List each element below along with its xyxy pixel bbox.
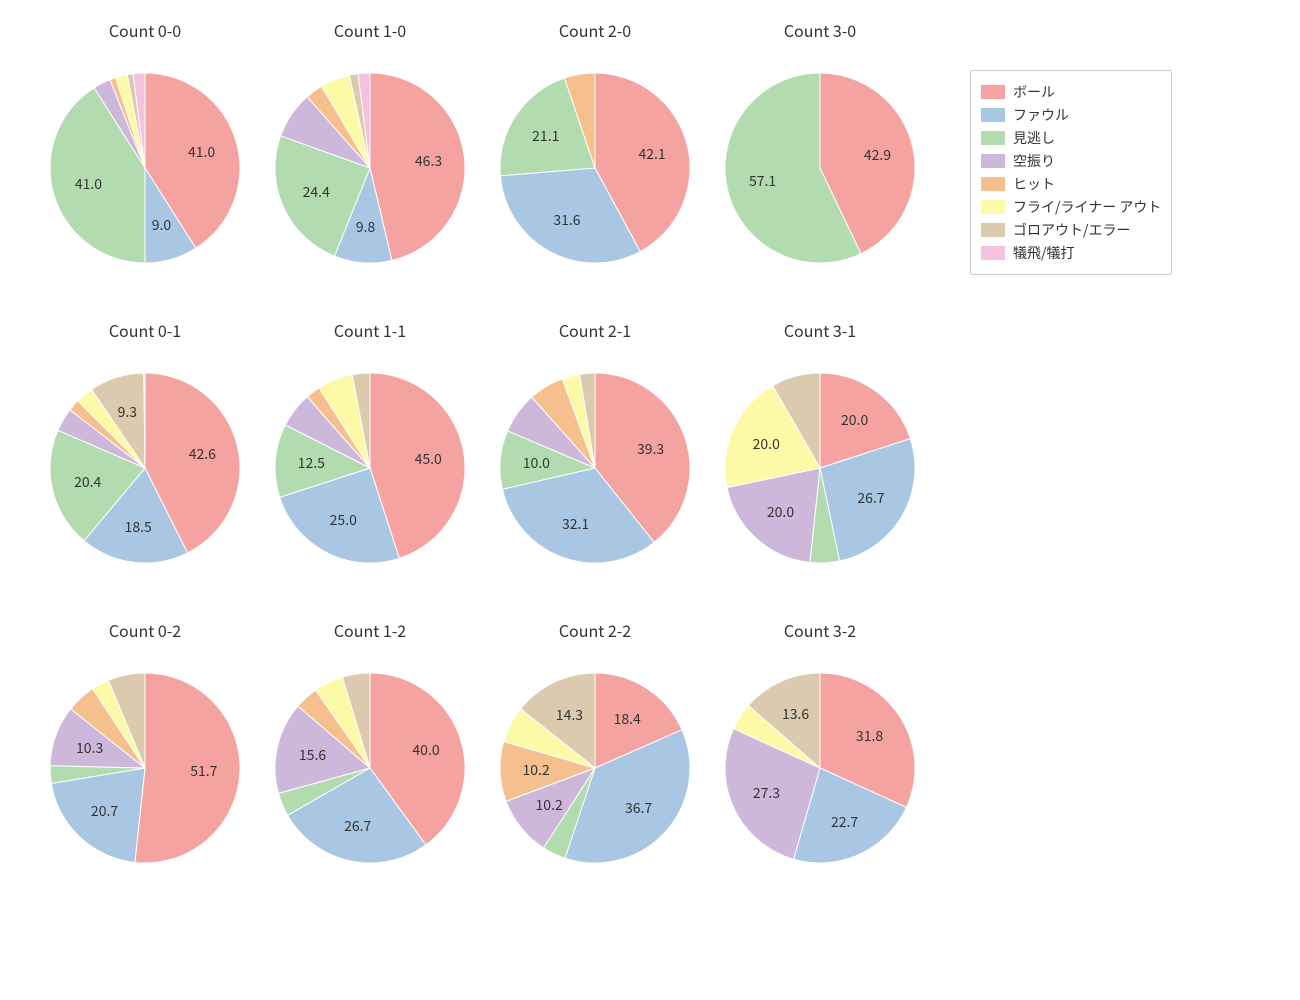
- legend-item: ヒット: [981, 174, 1161, 194]
- pie-slice: [51, 768, 145, 862]
- legend-item: 見逃し: [981, 128, 1161, 148]
- pie-svg: [35, 18, 255, 318]
- legend-label: 犠飛/犠打: [1013, 243, 1075, 263]
- pie-subplot: Count 2-218.436.710.210.214.3: [485, 618, 705, 918]
- pie-slice: [135, 673, 240, 863]
- legend-swatch: [981, 200, 1005, 214]
- pie-svg: [260, 618, 480, 918]
- pie-svg: [485, 618, 705, 918]
- pie-subplot: Count 2-042.131.621.1: [485, 18, 705, 318]
- pie-svg: [260, 318, 480, 618]
- legend-swatch: [981, 246, 1005, 260]
- legend: ボールファウル見逃し空振りヒットフライ/ライナー アウトゴロアウト/エラー犠飛/…: [970, 70, 1172, 275]
- pie-subplot: Count 1-145.025.012.5: [260, 318, 480, 618]
- pie-subplot: Count 1-046.39.824.4: [260, 18, 480, 318]
- legend-item: ゴロアウト/エラー: [981, 220, 1161, 240]
- pie-svg: [35, 618, 255, 918]
- legend-label: 見逃し: [1013, 128, 1055, 148]
- pie-svg: [35, 318, 255, 618]
- pie-subplot: Count 1-240.026.715.6: [260, 618, 480, 918]
- chart-stage: Count 0-041.09.041.0Count 1-046.39.824.4…: [0, 0, 1300, 1000]
- pie-subplot: Count 3-231.822.727.313.6: [710, 618, 930, 918]
- pie-subplot: Count 0-251.720.710.3: [35, 618, 255, 918]
- legend-swatch: [981, 154, 1005, 168]
- pie-subplot: Count 2-139.332.110.0: [485, 318, 705, 618]
- pie-svg: [710, 318, 930, 618]
- legend-label: ゴロアウト/エラー: [1013, 220, 1131, 240]
- legend-label: 空振り: [1013, 151, 1055, 171]
- pie-svg: [485, 18, 705, 318]
- pie-subplot: Count 3-042.957.1: [710, 18, 930, 318]
- pie-subplot: Count 0-041.09.041.0: [35, 18, 255, 318]
- legend-swatch: [981, 223, 1005, 237]
- pie-svg: [710, 18, 930, 318]
- legend-label: ボール: [1013, 82, 1055, 102]
- legend-swatch: [981, 131, 1005, 145]
- legend-swatch: [981, 177, 1005, 191]
- legend-label: ヒット: [1013, 174, 1055, 194]
- legend-item: 空振り: [981, 151, 1161, 171]
- legend-label: フライ/ライナー アウト: [1013, 197, 1161, 217]
- legend-item: ファウル: [981, 105, 1161, 125]
- pie-subplot: Count 0-142.618.520.49.3: [35, 318, 255, 618]
- legend-label: ファウル: [1013, 105, 1069, 125]
- legend-swatch: [981, 108, 1005, 122]
- pie-svg: [260, 18, 480, 318]
- legend-item: フライ/ライナー アウト: [981, 197, 1161, 217]
- pie-svg: [485, 318, 705, 618]
- pie-svg: [710, 618, 930, 918]
- legend-item: ボール: [981, 82, 1161, 102]
- legend-item: 犠飛/犠打: [981, 243, 1161, 263]
- pie-subplot: Count 3-120.026.720.020.0: [710, 318, 930, 618]
- legend-swatch: [981, 85, 1005, 99]
